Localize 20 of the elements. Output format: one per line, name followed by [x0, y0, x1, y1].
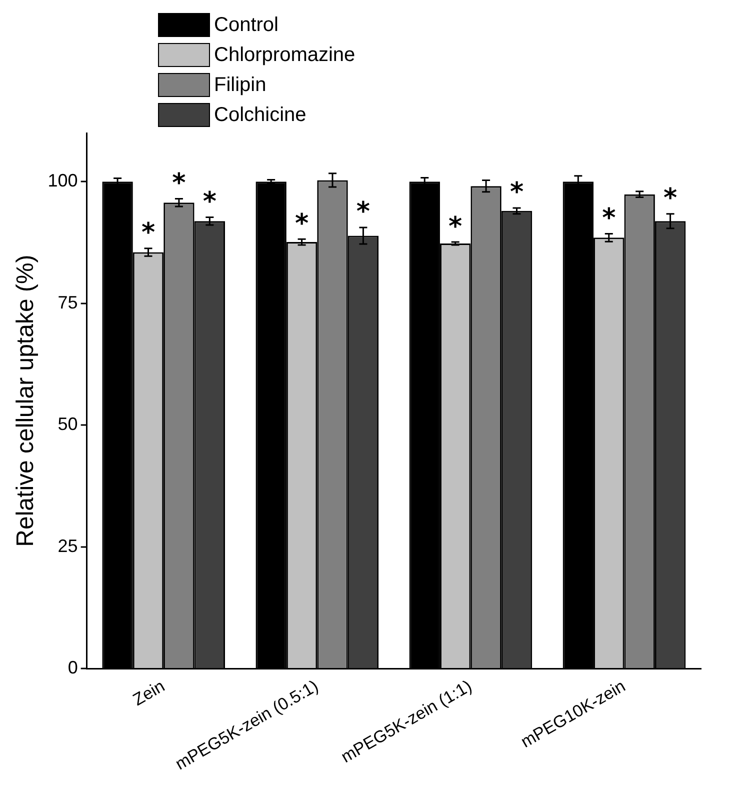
y-tick-label: 75 — [58, 292, 78, 312]
y-axis-title: Relative cellular uptake (%) — [12, 254, 40, 547]
y-tick-label: 100 — [48, 170, 78, 191]
annotation: * — [448, 212, 463, 242]
y-tick-label: 50 — [58, 414, 78, 434]
legend-label: Filipin — [214, 74, 266, 96]
legend-label: Control — [214, 14, 278, 36]
y-tick-label: 0 — [68, 658, 78, 678]
annotation: * — [141, 218, 156, 248]
annotation: * — [602, 204, 616, 234]
legend-label: Chlorpromazine — [214, 44, 356, 66]
legend-label: Colchicine — [214, 104, 306, 126]
y-tick-label: 25 — [58, 536, 78, 556]
x-tick-label: Zein — [130, 676, 168, 710]
annotation: * — [510, 178, 524, 208]
annotation: * — [294, 208, 309, 239]
annotation: * — [202, 186, 217, 217]
annotation: * — [663, 184, 678, 214]
annotation: * — [356, 197, 370, 228]
annotation: * — [172, 168, 186, 198]
